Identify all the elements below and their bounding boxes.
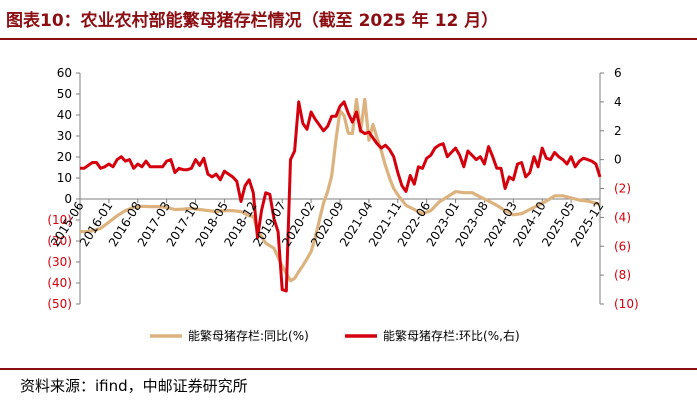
y-left-tick-label: (40) [47,276,72,290]
y-left-tick-label: 0 [64,192,72,206]
y-left-tick-label: (30) [47,255,72,269]
y-right-tick-label: (8) [614,268,631,282]
series-line-mom [80,100,602,293]
y-left-tick-label: (20) [47,234,72,248]
y-right-tick-label: (10) [614,297,639,311]
y-right-tick-label: 2 [614,124,622,138]
series-line-yoy [79,97,601,283]
y-right-tick-label: (2) [614,182,631,196]
source-note: 资料来源：ifind，中邮证券研究所 [20,377,248,395]
chart-legend: 能繁母猪存栏:同比(%) 能繁母猪存栏:环比(%,右) [150,328,520,343]
y-right-tick-label: 0 [614,153,622,167]
page-title: 图表10：农业农村部能繁母猪存栏情况（截至 2025 年 12 月） [6,11,499,31]
y-left-tick-label: 50 [57,87,72,101]
title-divider [0,38,697,40]
y-right-tick-label: 6 [614,66,622,80]
legend-item-yoy-label: 能繁母猪存栏:同比(%) [188,328,309,343]
y-left-tick-label: 10 [57,171,72,185]
chart-axes [76,72,604,305]
y-left-tick-label: 60 [57,66,72,80]
y-left-tick-label: 30 [57,129,72,143]
chart-series [79,97,602,293]
y-left-tick-label: 40 [57,108,72,122]
y-left-tick-label: 20 [57,150,72,164]
y-right-tick-label: 4 [614,95,622,109]
legend-item-mom-label: 能繁母猪存栏:环比(%,右) [383,328,520,343]
y-right-tick-label: (4) [614,210,631,224]
footer-divider [0,368,697,370]
chart: 6050403020100(10)(20)(30)(40)(50)6420(2)… [47,66,639,343]
y-right-tick-label: (6) [614,239,631,253]
y-left-tick-label: (10) [47,213,72,227]
y-left-tick-label: (50) [47,297,72,311]
